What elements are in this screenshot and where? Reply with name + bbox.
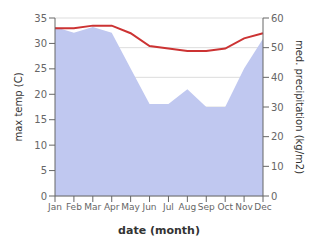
svg-text:30: 30 — [271, 102, 284, 113]
svg-text:Jul: Jul — [162, 202, 174, 212]
svg-text:Jan: Jan — [47, 202, 62, 212]
svg-text:35: 35 — [34, 13, 47, 24]
svg-text:Oct: Oct — [217, 202, 233, 212]
svg-text:60: 60 — [271, 13, 284, 24]
svg-text:10: 10 — [34, 140, 47, 151]
svg-text:Apr: Apr — [104, 202, 120, 212]
svg-text:med. precipitation (kg/m2): med. precipitation (kg/m2) — [294, 40, 305, 174]
svg-text:50: 50 — [271, 42, 284, 53]
svg-text:Nov: Nov — [235, 202, 253, 212]
svg-text:Sep: Sep — [198, 202, 215, 212]
svg-text:max temp (C): max temp (C) — [13, 72, 24, 141]
svg-text:0: 0 — [41, 191, 47, 202]
svg-text:15: 15 — [34, 114, 47, 125]
svg-text:40: 40 — [271, 72, 284, 83]
svg-text:5: 5 — [41, 165, 47, 176]
svg-text:20: 20 — [271, 131, 284, 142]
svg-text:Aug: Aug — [179, 202, 197, 212]
svg-text:10: 10 — [271, 161, 284, 172]
svg-text:25: 25 — [34, 63, 47, 74]
svg-text:May: May — [121, 202, 140, 212]
svg-text:0: 0 — [271, 191, 277, 202]
svg-text:30: 30 — [34, 38, 47, 49]
svg-text:Dec: Dec — [254, 202, 271, 212]
svg-text:Mar: Mar — [84, 202, 101, 212]
svg-text:Jun: Jun — [142, 202, 157, 212]
svg-text:date (month): date (month) — [118, 224, 200, 237]
svg-text:Feb: Feb — [66, 202, 82, 212]
svg-text:20: 20 — [34, 89, 47, 100]
